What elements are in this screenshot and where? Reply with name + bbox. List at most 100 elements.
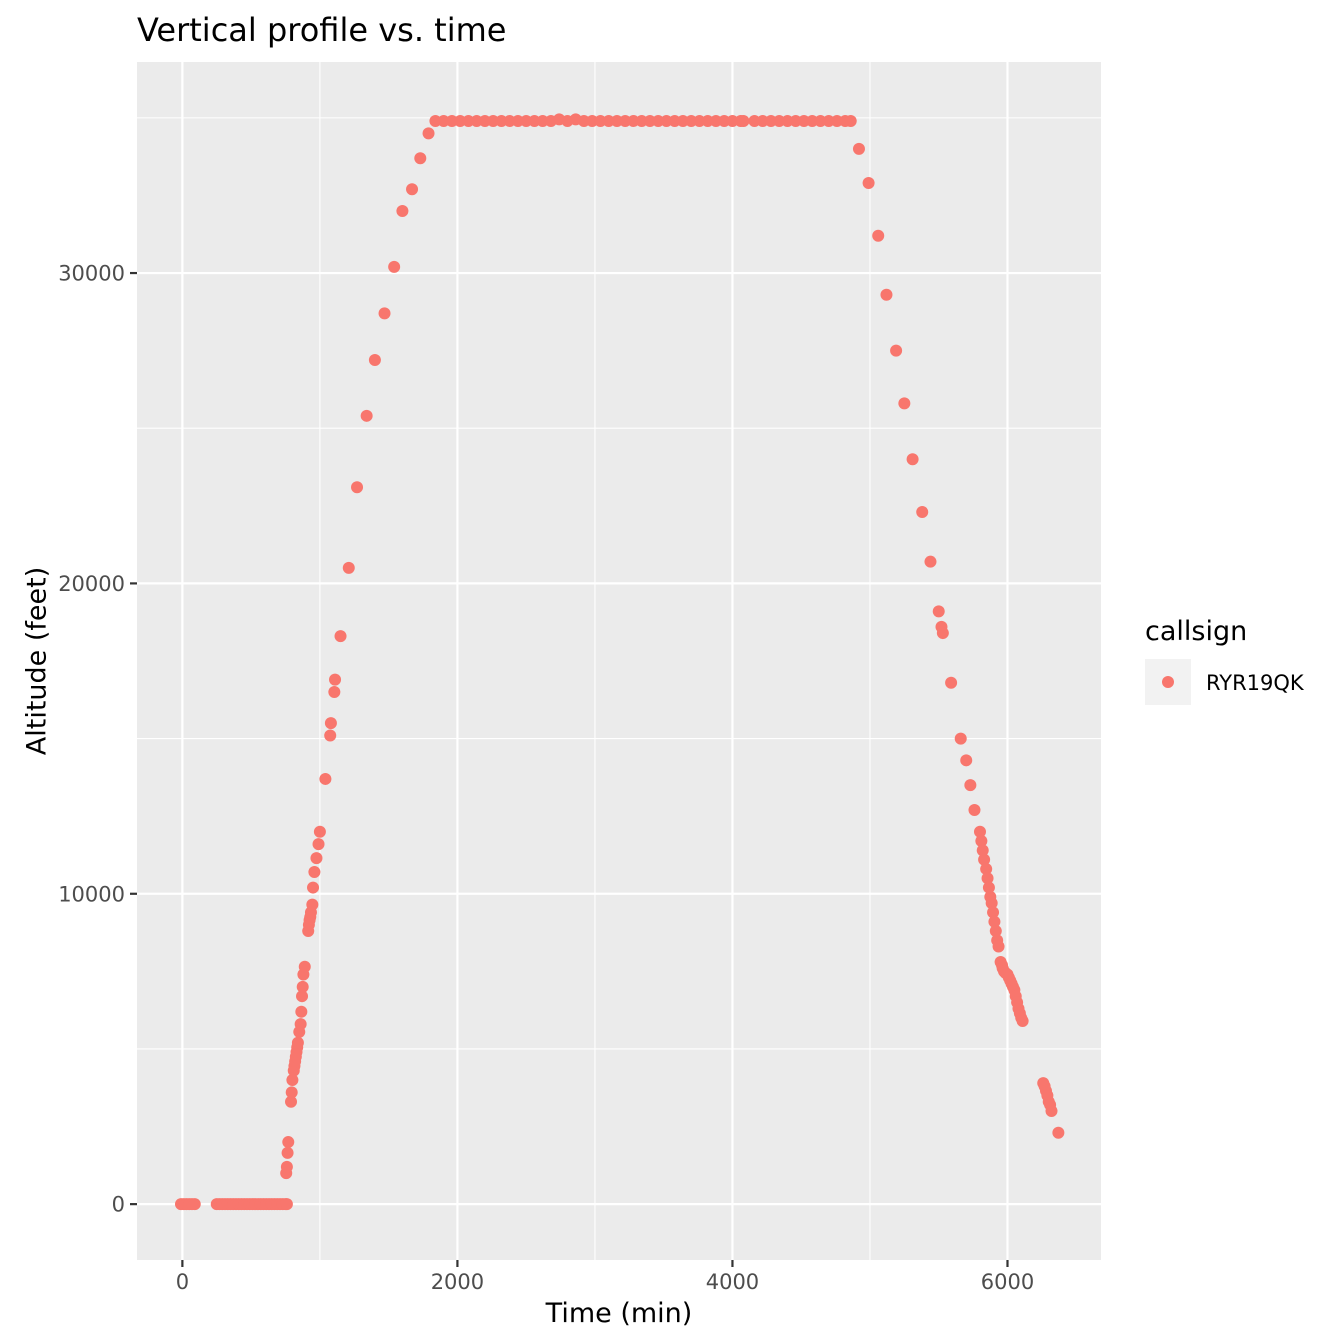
data-point <box>635 114 648 127</box>
data-point <box>693 114 706 127</box>
data-point <box>773 114 786 127</box>
y-tick-label: 0 <box>112 1193 125 1217</box>
data-point <box>936 627 949 640</box>
x-axis: 0 2000 4000 6000 <box>176 1260 1034 1294</box>
data-point <box>594 114 607 127</box>
data-point <box>797 114 810 127</box>
major-gridlines <box>137 62 1101 1260</box>
data-point <box>806 114 819 127</box>
data-point <box>988 915 1001 928</box>
data-point <box>285 1086 298 1099</box>
data-point <box>978 853 991 866</box>
data-point <box>822 114 835 127</box>
data-point <box>1016 1015 1029 1028</box>
data-point <box>619 114 632 127</box>
data-point <box>454 114 467 127</box>
data-point <box>296 980 309 993</box>
y-tick-label: 30000 <box>58 262 125 286</box>
data-point <box>351 481 364 494</box>
data-point <box>282 1136 295 1149</box>
data-point <box>414 152 427 165</box>
data-point <box>280 1198 293 1211</box>
data-point <box>396 204 409 217</box>
data-point <box>980 862 993 875</box>
data-point <box>814 114 827 127</box>
data-point <box>968 803 981 816</box>
data-point <box>643 114 656 127</box>
data-point <box>324 729 337 742</box>
data-point <box>982 881 995 894</box>
data-point <box>973 825 986 838</box>
data-point <box>1052 1126 1065 1139</box>
data-point <box>324 717 337 730</box>
data-point <box>478 114 491 127</box>
data-point <box>470 114 483 127</box>
data-point <box>764 114 777 127</box>
data-point <box>334 630 347 643</box>
legend-title: callsign <box>1145 616 1247 647</box>
data-point <box>676 114 689 127</box>
data-point <box>1045 1105 1058 1118</box>
data-point <box>285 1095 298 1108</box>
data-point <box>890 344 903 357</box>
data-point <box>495 114 508 127</box>
data-point <box>924 555 937 568</box>
plot-panel <box>137 62 1101 1260</box>
data-point <box>701 114 714 127</box>
data-point <box>295 1005 308 1018</box>
data-point <box>830 114 843 127</box>
data-point <box>985 897 998 910</box>
chart-title: Vertical profile vs. time <box>137 11 506 49</box>
data-point <box>281 1146 294 1159</box>
legend-label-ryr19qk: RYR19QK <box>1206 671 1305 695</box>
data-point <box>989 925 1002 938</box>
x-tick-label: 0 <box>176 1270 189 1294</box>
data-point <box>748 114 761 127</box>
data-point <box>844 114 857 127</box>
data-point <box>898 397 911 410</box>
data-point <box>520 114 533 127</box>
data-point <box>586 114 599 127</box>
data-point <box>975 835 988 848</box>
data-point <box>852 142 865 155</box>
data-point <box>718 114 731 127</box>
x-tick-label: 6000 <box>981 1270 1034 1294</box>
data-point <box>610 114 623 127</box>
data-point <box>310 852 323 865</box>
data-point <box>954 732 967 745</box>
data-point <box>906 453 919 466</box>
data-point <box>880 288 893 301</box>
data-point <box>294 1018 307 1031</box>
data-point <box>368 353 381 366</box>
data-point <box>306 898 319 911</box>
y-tick-label: 10000 <box>58 882 125 906</box>
data-point <box>429 114 442 127</box>
data-point <box>406 183 419 196</box>
data-point <box>445 114 458 127</box>
data-point <box>188 1198 201 1211</box>
data-point <box>627 114 640 127</box>
data-point <box>319 772 332 785</box>
x-axis-title: Time (min) <box>545 1298 693 1329</box>
legend: callsign RYR19QK <box>1145 616 1305 705</box>
data-point <box>511 114 524 127</box>
data-point <box>652 114 665 127</box>
y-tick-label: 20000 <box>58 572 125 596</box>
data-point <box>528 114 541 127</box>
data-point <box>577 114 590 127</box>
data-point <box>981 872 994 885</box>
data-point <box>945 676 958 689</box>
data-point <box>726 114 739 127</box>
x-tick-label: 4000 <box>706 1270 759 1294</box>
data-point <box>872 229 885 242</box>
data-point <box>422 127 435 140</box>
data-point <box>976 844 989 857</box>
data-point <box>987 906 1000 919</box>
data-point <box>328 686 341 699</box>
y-axis: 0 10000 20000 30000 <box>58 262 137 1217</box>
data-point <box>964 779 977 792</box>
data-point <box>536 114 549 127</box>
data-point <box>862 177 875 190</box>
data-point <box>388 260 401 273</box>
